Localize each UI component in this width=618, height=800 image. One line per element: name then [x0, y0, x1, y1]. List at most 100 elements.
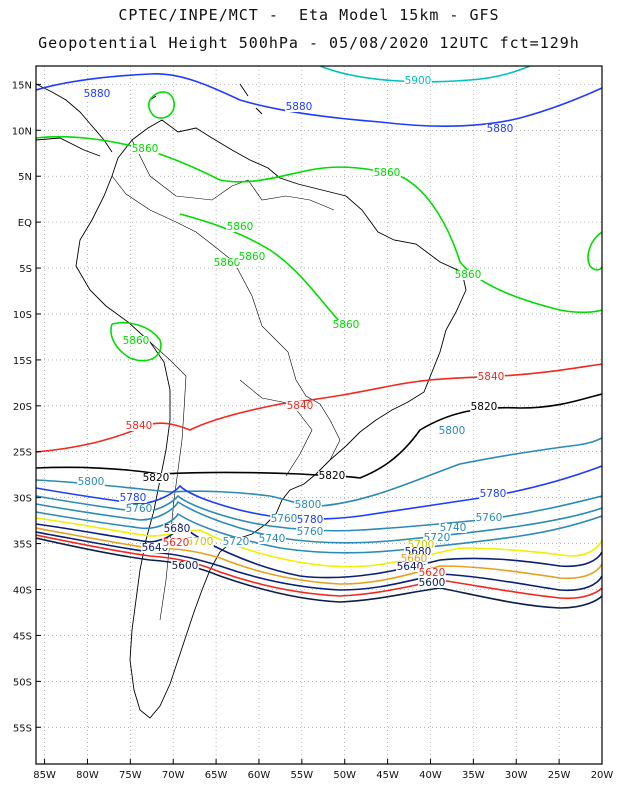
contour-label-bg	[238, 252, 266, 262]
lat-tick-label: 10N	[12, 126, 32, 137]
contour-label-bg	[222, 537, 250, 547]
lon-tick-label: 20W	[591, 770, 614, 781]
lon-tick-label: 45W	[376, 770, 399, 781]
contour-5620	[36, 534, 602, 600]
contour-label-bg	[486, 124, 514, 134]
contour-label-bg	[318, 471, 346, 481]
lat-tick-label: 15N	[12, 80, 32, 91]
contour-5700	[36, 517, 602, 568]
lat-tick-label: 20S	[13, 402, 32, 413]
contour-label-bg	[213, 258, 241, 268]
contour-label-5800: 5800	[295, 499, 322, 511]
contour-5880	[36, 73, 602, 127]
longitude-labels: 85W 80W 75W 70W 65W 60W 55W 50W 45W 40W 35W 30W 25W 2…	[33, 770, 613, 781]
lon-tick-label: 25W	[548, 770, 571, 781]
contour-label-bg	[258, 534, 286, 544]
contour-label-bg	[296, 515, 324, 525]
lon-tick-label: 35W	[462, 770, 485, 781]
lat-tick-label: 5S	[19, 264, 32, 275]
lon-tick-label: 65W	[205, 770, 228, 781]
contour-label-bg	[77, 477, 105, 487]
contour-label-bg	[83, 89, 111, 99]
contour-label-5800: 5800	[439, 425, 466, 437]
contour-label-bg	[171, 561, 199, 571]
lat-tick-label: 30S	[13, 494, 32, 505]
contour-label-bg	[404, 76, 432, 86]
lat-tick-label: 10S	[13, 310, 32, 321]
contour-label-5700: 5700	[187, 536, 214, 548]
contour-5680	[36, 522, 602, 579]
contour-label-5780: 5780	[297, 514, 324, 526]
contour-label-bg	[119, 493, 147, 503]
contour-label-bg	[122, 336, 150, 346]
contour-label-5880: 5880	[286, 101, 313, 113]
contour-label-bg	[454, 270, 482, 280]
axis-ticks	[36, 83, 603, 764]
lat-tick-label: 25S	[13, 448, 32, 459]
contour-label-5760: 5760	[297, 526, 324, 538]
contour-label-5840: 5840	[287, 400, 314, 412]
lat-tick-label: 5N	[18, 172, 32, 183]
lat-tick-label: EQ	[18, 218, 32, 229]
latitude-labels: 15N 10N 5N EQ 5S 10S 15S 20S 25S 30S 35S 40S 45S 50S 5…	[12, 80, 32, 734]
border-northern	[131, 139, 335, 211]
contour-5900	[319, 66, 531, 83]
contour-label-bg	[418, 568, 446, 578]
contour-label-bg	[418, 578, 446, 588]
contour-label-5740: 5740	[440, 522, 467, 534]
contour-label-5860: 5860	[227, 221, 254, 233]
contour-label-bg	[400, 554, 428, 564]
country-borders	[111, 139, 341, 621]
contour-label-5640: 5640	[397, 561, 424, 573]
contour-label-bg	[226, 222, 254, 232]
contour-label-5880: 5880	[84, 88, 111, 100]
contour-label-5840: 5840	[126, 420, 153, 432]
lat-tick-label: 45S	[13, 631, 32, 642]
contour-label-5860: 5860	[132, 143, 159, 155]
contour-5600	[36, 537, 602, 609]
contour-label-5820: 5820	[143, 472, 170, 484]
contour-label-bg	[475, 513, 503, 523]
contour-label-5760: 5760	[271, 513, 298, 525]
contour-label-bg	[439, 523, 467, 533]
contour-label-bg	[125, 504, 153, 514]
south-america-coastline	[75, 119, 467, 719]
contour-label-bg	[470, 402, 498, 412]
contour-label-5880: 5880	[487, 123, 514, 135]
border-south	[239, 379, 313, 477]
border-andes	[111, 175, 187, 621]
contour-label-5820: 5820	[319, 470, 346, 482]
contour-label-bg	[163, 524, 191, 534]
contour-label-bg	[125, 421, 153, 431]
contour-label-5600: 5600	[419, 577, 446, 589]
map-frame	[35, 65, 603, 765]
contour-label-bg	[270, 514, 298, 524]
lon-tick-label: 60W	[248, 770, 271, 781]
lon-tick-label: 30W	[505, 770, 528, 781]
contour-label-5720: 5720	[223, 536, 250, 548]
contour-label-bg	[438, 426, 466, 436]
contour-label-bg	[186, 537, 214, 547]
contour-label-5780: 5780	[120, 492, 147, 504]
contour-label-5840: 5840	[478, 371, 505, 383]
contour-label-5860: 5860	[455, 269, 482, 281]
contour-label-bg	[162, 538, 190, 548]
lat-tick-label: 55S	[13, 723, 32, 734]
border-brazil-west	[175, 221, 341, 461]
contour-label-bg	[404, 547, 432, 557]
contour-label-bg	[477, 372, 505, 382]
lon-tick-label: 40W	[419, 770, 442, 781]
contour-label-bg	[131, 144, 159, 154]
contour-label-bg	[286, 401, 314, 411]
contour-label-bg	[332, 320, 360, 330]
contour-label-5860: 5860	[239, 251, 266, 263]
contour-5860	[179, 213, 341, 323]
contour-label-5860: 5860	[333, 319, 360, 331]
contour-label-5820: 5820	[471, 401, 498, 413]
contour-label-5860: 5860	[374, 167, 401, 179]
lat-tick-label: 15S	[13, 356, 32, 367]
lon-tick-label: 70W	[162, 770, 185, 781]
contour-label-bg	[296, 527, 324, 537]
lon-tick-label: 75W	[119, 770, 142, 781]
contour-5860	[110, 322, 162, 362]
